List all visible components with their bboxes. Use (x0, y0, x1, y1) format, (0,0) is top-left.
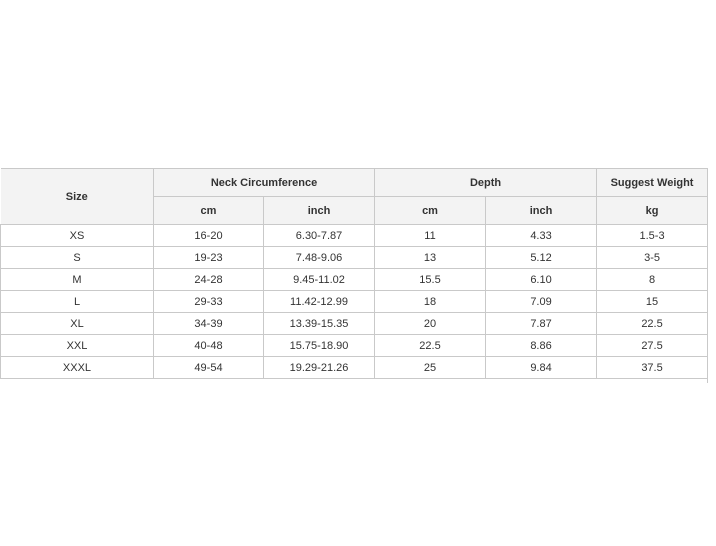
cell-size: XXL (0, 334, 154, 357)
cell-weight-kg: 37.5 (596, 356, 709, 379)
unit-depth-inch: inch (485, 196, 598, 225)
cell-depth-cm: 20 (374, 312, 487, 335)
cell-neck-inch: 13.39-15.35 (262, 312, 376, 335)
header-suggest-weight: Suggest Weight (596, 168, 709, 197)
cell-neck-cm: 34-39 (153, 312, 264, 335)
cell-depth-cm: 18 (374, 290, 487, 313)
cell-weight-kg: 1.5-3 (596, 224, 709, 247)
cell-neck-inch: 19.29-21.26 (262, 356, 376, 379)
unit-depth-cm: cm (374, 196, 487, 225)
cell-depth-cm: 13 (374, 246, 487, 269)
cell-depth-cm: 25 (374, 356, 487, 379)
cell-neck-inch: 6.30-7.87 (262, 224, 376, 247)
table-row: S 19-23 7.48-9.06 13 5.12 3-5 (0, 246, 709, 269)
cell-depth-cm: 22.5 (374, 334, 487, 357)
cell-depth-inch: 7.87 (485, 312, 598, 335)
header-row-units: cm inch cm inch kg (1, 196, 709, 225)
cell-weight-kg: 3-5 (596, 246, 709, 269)
table-row: M 24-28 9.45-11.02 15.5 6.10 8 (0, 268, 709, 291)
table-row: L 29-33 11.42-12.99 18 7.09 15 (0, 290, 709, 313)
cell-neck-cm: 24-28 (153, 268, 264, 291)
header-row-groups: Size Neck Circumference Depth Suggest We… (0, 168, 709, 225)
table-row: XL 34-39 13.39-15.35 20 7.87 22.5 (0, 312, 709, 335)
cell-neck-inch: 11.42-12.99 (262, 290, 376, 313)
cell-weight-kg: 22.5 (596, 312, 709, 335)
cell-neck-cm: 49-54 (153, 356, 264, 379)
cell-depth-inch: 8.86 (485, 334, 598, 357)
header-neck-circumference: Neck Circumference (152, 168, 376, 197)
unit-neck-cm: cm (153, 196, 264, 225)
cell-size: XXXL (0, 356, 154, 379)
cell-neck-inch: 7.48-9.06 (262, 246, 376, 269)
header-size: Size (0, 168, 154, 225)
cell-weight-kg: 27.5 (596, 334, 709, 357)
cell-weight-kg: 15 (596, 290, 709, 313)
table-row: XXXL 49-54 19.29-21.26 25 9.84 37.5 (0, 356, 709, 379)
cell-depth-inch: 6.10 (485, 268, 598, 291)
cell-size: L (0, 290, 154, 313)
cell-depth-inch: 5.12 (485, 246, 598, 269)
cell-neck-cm: 16-20 (153, 224, 264, 247)
cell-neck-cm: 19-23 (153, 246, 264, 269)
cell-size: S (0, 246, 154, 269)
cell-weight-kg: 8 (596, 268, 709, 291)
table-row: XXL 40-48 15.75-18.90 22.5 8.86 27.5 (0, 334, 709, 357)
cell-depth-cm: 15.5 (374, 268, 487, 291)
cell-neck-inch: 9.45-11.02 (262, 268, 376, 291)
size-chart-table: Size Neck Circumference Depth Suggest We… (0, 168, 709, 379)
cell-depth-inch: 9.84 (485, 356, 598, 379)
cell-depth-inch: 4.33 (485, 224, 598, 247)
cell-neck-cm: 29-33 (153, 290, 264, 313)
cell-size: XS (0, 224, 154, 247)
cell-depth-cm: 11 (374, 224, 487, 247)
unit-neck-inch: inch (262, 196, 376, 225)
cell-neck-cm: 40-48 (153, 334, 264, 357)
cell-neck-inch: 15.75-18.90 (262, 334, 376, 357)
unit-weight-kg: kg (596, 196, 709, 225)
cell-depth-inch: 7.09 (485, 290, 598, 313)
cell-size: M (0, 268, 154, 291)
table-row: XS 16-20 6.30-7.87 11 4.33 1.5-3 (0, 224, 709, 247)
table-right-border (707, 168, 708, 383)
cell-size: XL (0, 312, 154, 335)
header-depth: Depth (374, 168, 598, 197)
